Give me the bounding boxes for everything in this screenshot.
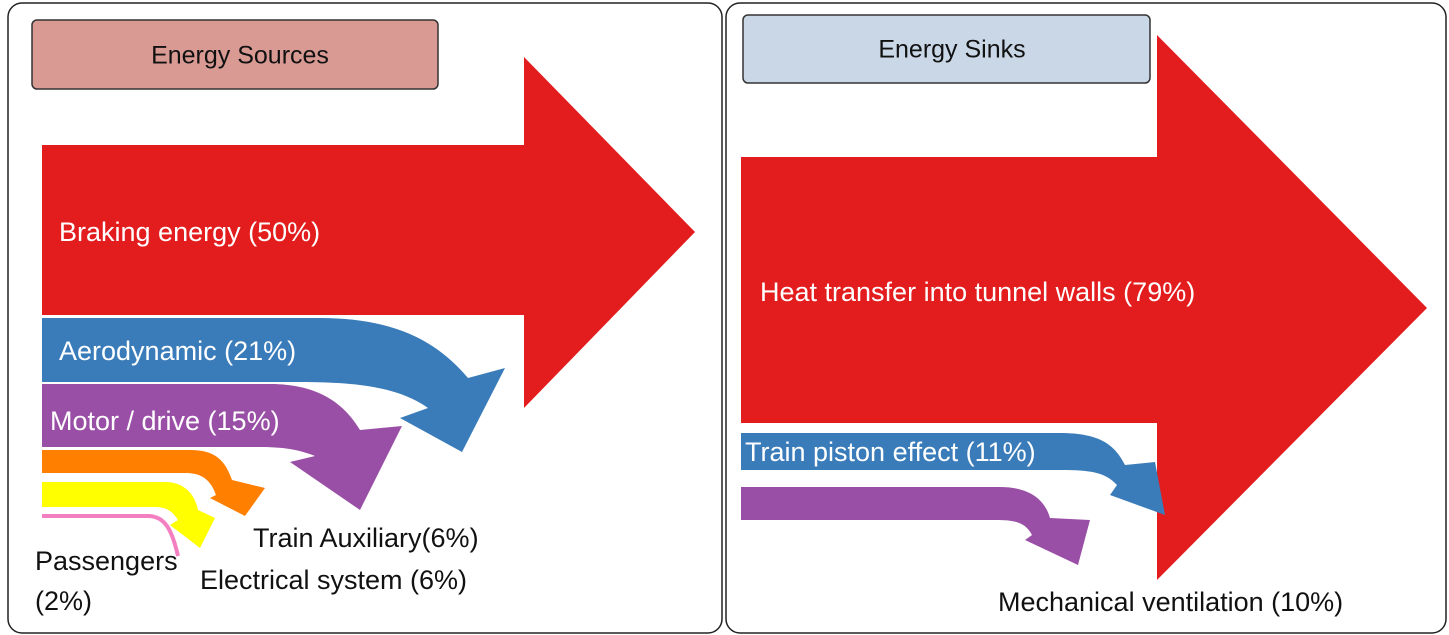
sinks-title-box xyxy=(742,14,1151,84)
sources-title: Energy Sources xyxy=(151,42,329,70)
braking-arrow xyxy=(42,57,695,408)
flow-label: Passengers xyxy=(35,546,178,576)
electrical-arrow xyxy=(42,482,215,548)
sinks-title: Energy Sinks xyxy=(878,36,1025,64)
motor-arrow xyxy=(42,384,402,510)
flow-label: Mechanical ventilation (10%) xyxy=(998,587,1343,617)
aerodynamic-arrow xyxy=(42,318,505,452)
sources-title-box xyxy=(31,19,439,90)
flow-label: Braking energy (50%) xyxy=(59,217,320,247)
passengers-line xyxy=(42,514,180,557)
flow-label: Train Auxiliary(6%) xyxy=(253,523,479,553)
piston-arrow xyxy=(741,433,1165,515)
flow-label: Heat transfer into tunnel walls (79%) xyxy=(760,277,1195,307)
flow-label: Electrical system (6%) xyxy=(200,565,467,595)
flow-label: Aerodynamic (21%) xyxy=(59,336,296,366)
flow-label: Motor / drive (15%) xyxy=(50,406,280,436)
flow-label: Train piston effect (11%) xyxy=(745,437,1036,467)
heat-transfer-arrow xyxy=(741,35,1427,580)
auxiliary-arrow xyxy=(42,450,265,516)
flow-label: (2%) xyxy=(35,586,92,616)
ventilation-arrow xyxy=(741,487,1090,565)
